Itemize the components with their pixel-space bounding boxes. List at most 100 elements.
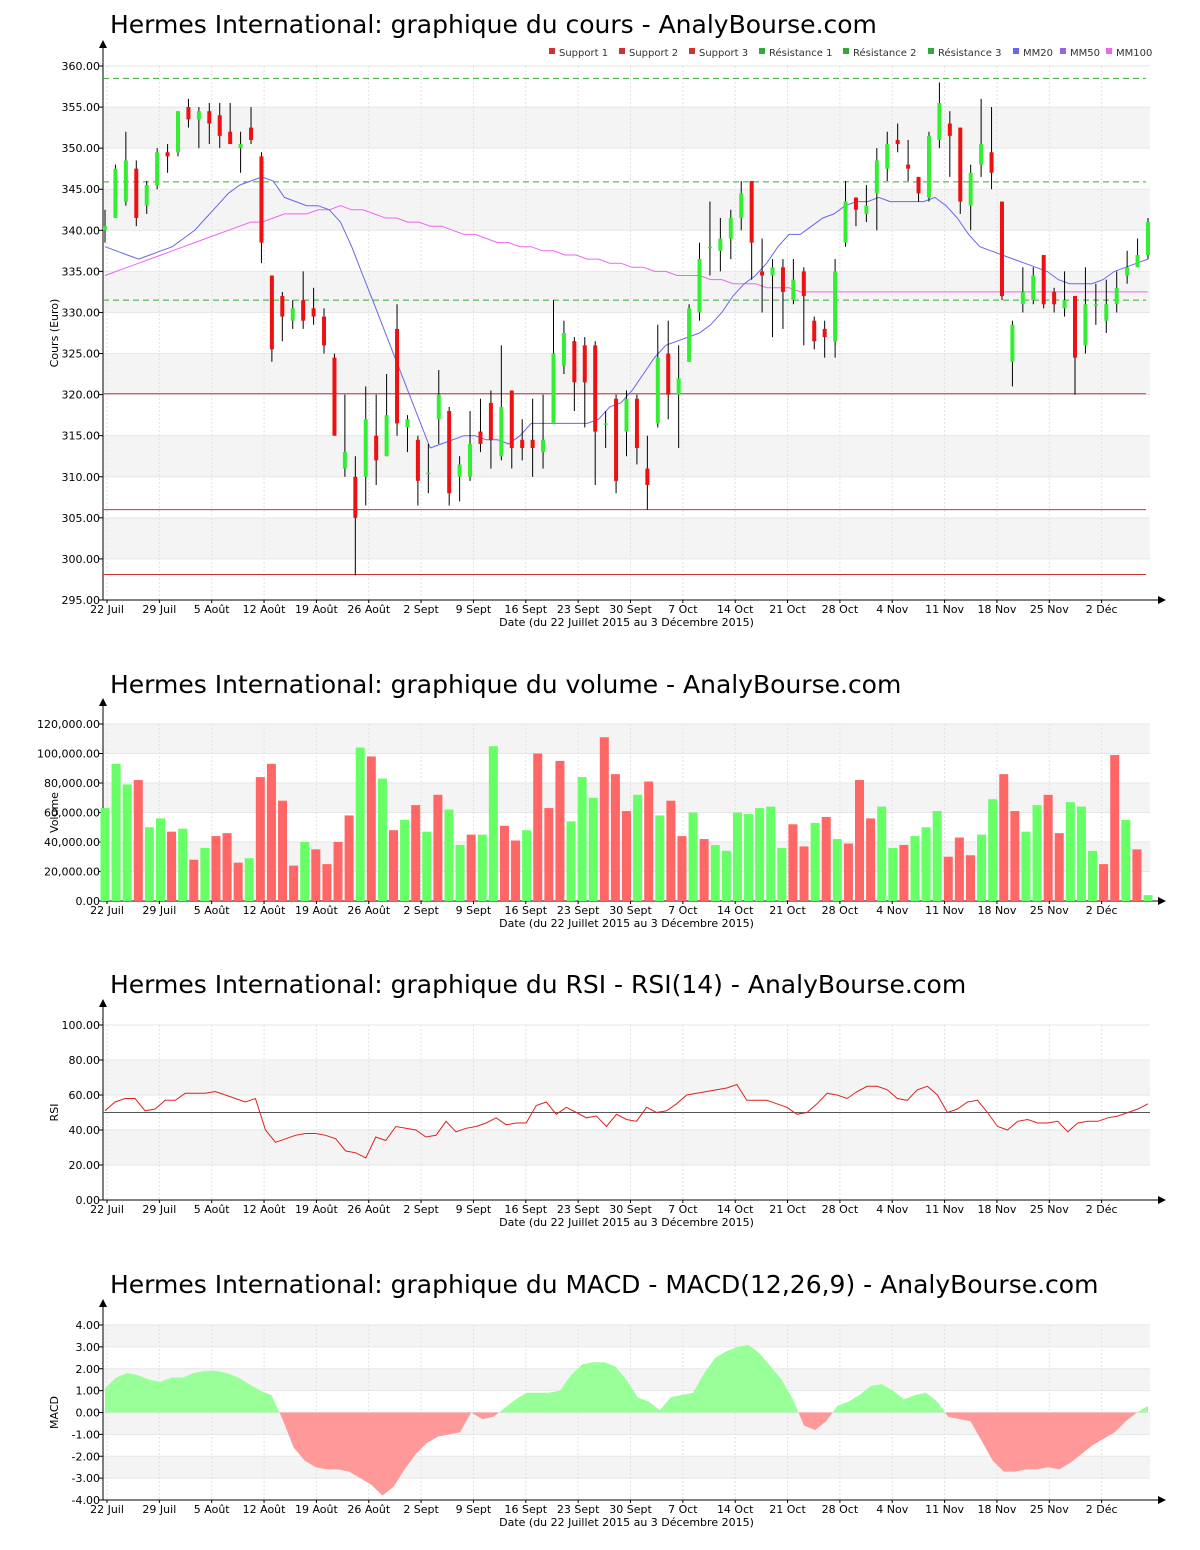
candle-body	[196, 111, 201, 120]
candle-body	[874, 160, 879, 194]
candle-body	[322, 316, 327, 346]
y-tick-label: 120,000.00	[37, 718, 100, 731]
y-tick-label: 0.00	[76, 895, 101, 908]
x-tick-label: 28 Oct	[822, 603, 859, 616]
candle-body	[530, 439, 535, 449]
volume-bar	[977, 834, 987, 901]
x-tick-label: 29 Juil	[142, 1203, 176, 1216]
x-tick-label: 19 Août	[295, 603, 339, 616]
x-tick-label: 22 Juil	[90, 1503, 124, 1516]
y-tick-label: 0.00	[76, 1407, 101, 1420]
candle-body	[916, 176, 921, 194]
x-tick-label: 12 Août	[243, 1503, 287, 1516]
candle-body	[436, 394, 441, 420]
y-tick-label: 305.00	[62, 512, 101, 525]
candle-body	[103, 226, 107, 231]
y-tick-label: -1.00	[72, 1428, 100, 1441]
y-tick-label: 40,000.00	[44, 836, 100, 849]
x-tick-label: 21 Oct	[769, 904, 806, 917]
x-tick-label: 21 Oct	[769, 1203, 806, 1216]
x-tick-label: 7 Oct	[668, 1203, 698, 1216]
x-tick-label: 26 Août	[347, 904, 391, 917]
candle-body	[697, 259, 702, 313]
grid-band	[103, 189, 1150, 231]
volume-bar	[732, 812, 742, 901]
x-tick-label: 16 Sept	[505, 603, 548, 616]
x-tick-label: 12 Août	[243, 603, 287, 616]
volume-bar	[932, 811, 942, 901]
x-tick-label: 30 Sept	[609, 1503, 652, 1516]
candle-body	[833, 271, 838, 342]
candle-body	[426, 472, 431, 475]
x-tick-label: 14 Oct	[717, 603, 754, 616]
x-tick-label: 5 Août	[194, 603, 231, 616]
x-axis-label: Date (du 22 Juillet 2015 au 3 Décembre 2…	[499, 1216, 754, 1229]
candle-body	[1093, 304, 1098, 306]
x-axis-label: Date (du 22 Juillet 2015 au 3 Décembre 2…	[499, 1516, 754, 1529]
y-tick-label: 330.00	[62, 306, 101, 319]
x-tick-label: 22 Juil	[90, 904, 124, 917]
volume-bar	[965, 855, 975, 901]
volume-chart: 0.00 20,000.00 40,000.00 60,000.00 80,000.00…	[37, 698, 1166, 930]
candle-body	[1031, 275, 1036, 301]
y-tick-label: 20.00	[69, 1159, 101, 1172]
x-tick-label: 25 Nov	[1030, 1503, 1069, 1516]
candle-body	[801, 271, 806, 297]
x-tick-label: 22 Juil	[90, 1203, 124, 1216]
y-tick-label: 295.00	[62, 594, 101, 607]
candle-body	[1072, 296, 1077, 358]
candle-body	[374, 435, 379, 461]
candle-body	[582, 345, 587, 383]
candle-body	[1104, 304, 1109, 321]
candle-body	[666, 353, 671, 395]
y-tick-label: 100,000.00	[37, 748, 100, 761]
volume-bar	[455, 844, 465, 901]
volume-bar	[610, 774, 620, 901]
x-tick-label: 7 Oct	[668, 904, 698, 917]
candle-body	[405, 419, 410, 428]
candle-body	[468, 443, 473, 477]
candle-body	[1135, 254, 1140, 268]
candle-body	[269, 275, 274, 350]
y-tick-label: 340.00	[62, 224, 101, 237]
x-tick-label: 9 Sept	[456, 603, 492, 616]
x-tick-label: 28 Oct	[822, 1203, 859, 1216]
x-tick-label: 14 Oct	[717, 904, 754, 917]
volume-bar	[411, 805, 421, 901]
y-tick-label: 60,000.00	[44, 807, 100, 820]
legend-label: MM50	[1070, 48, 1100, 59]
candle-body	[1041, 254, 1046, 305]
candle-body	[593, 345, 598, 432]
legend-swatch	[928, 48, 934, 54]
volume-bar	[577, 777, 587, 901]
candle-body	[1083, 304, 1088, 346]
candle-body	[290, 308, 295, 321]
volume-bar	[344, 815, 354, 901]
volume-bar	[599, 737, 609, 901]
volume-bar	[511, 840, 521, 901]
candle-body	[947, 123, 952, 136]
rsi-chart-title: Hermes International: graphique du RSI -…	[110, 970, 967, 999]
x-tick-label: 4 Nov	[876, 904, 908, 917]
legend-swatch	[759, 48, 765, 54]
volume-bar	[1143, 895, 1153, 901]
x-tick-label: 21 Oct	[769, 1503, 806, 1516]
legend-label: Résistance 3	[938, 47, 1001, 59]
volume-bar	[466, 834, 476, 901]
volume-bar	[555, 760, 565, 901]
mm100-line	[104, 205, 1148, 293]
volume-bar	[333, 842, 343, 901]
volume-bar	[1132, 849, 1142, 901]
volume-bar	[666, 800, 676, 901]
volume-bar	[444, 809, 454, 901]
legend-label: Support 2	[629, 48, 678, 59]
grid-band	[103, 724, 1150, 754]
grid-band	[103, 517, 1150, 559]
grid-band	[103, 1325, 1150, 1347]
y-tick-label: 325.00	[62, 348, 101, 361]
volume-bar	[999, 774, 1009, 901]
volume-chart-title: Hermes International: graphique du volum…	[110, 670, 902, 699]
legend-swatch	[1013, 48, 1019, 54]
macd-positive-area	[105, 1344, 1148, 1413]
volume-bar	[322, 864, 332, 901]
